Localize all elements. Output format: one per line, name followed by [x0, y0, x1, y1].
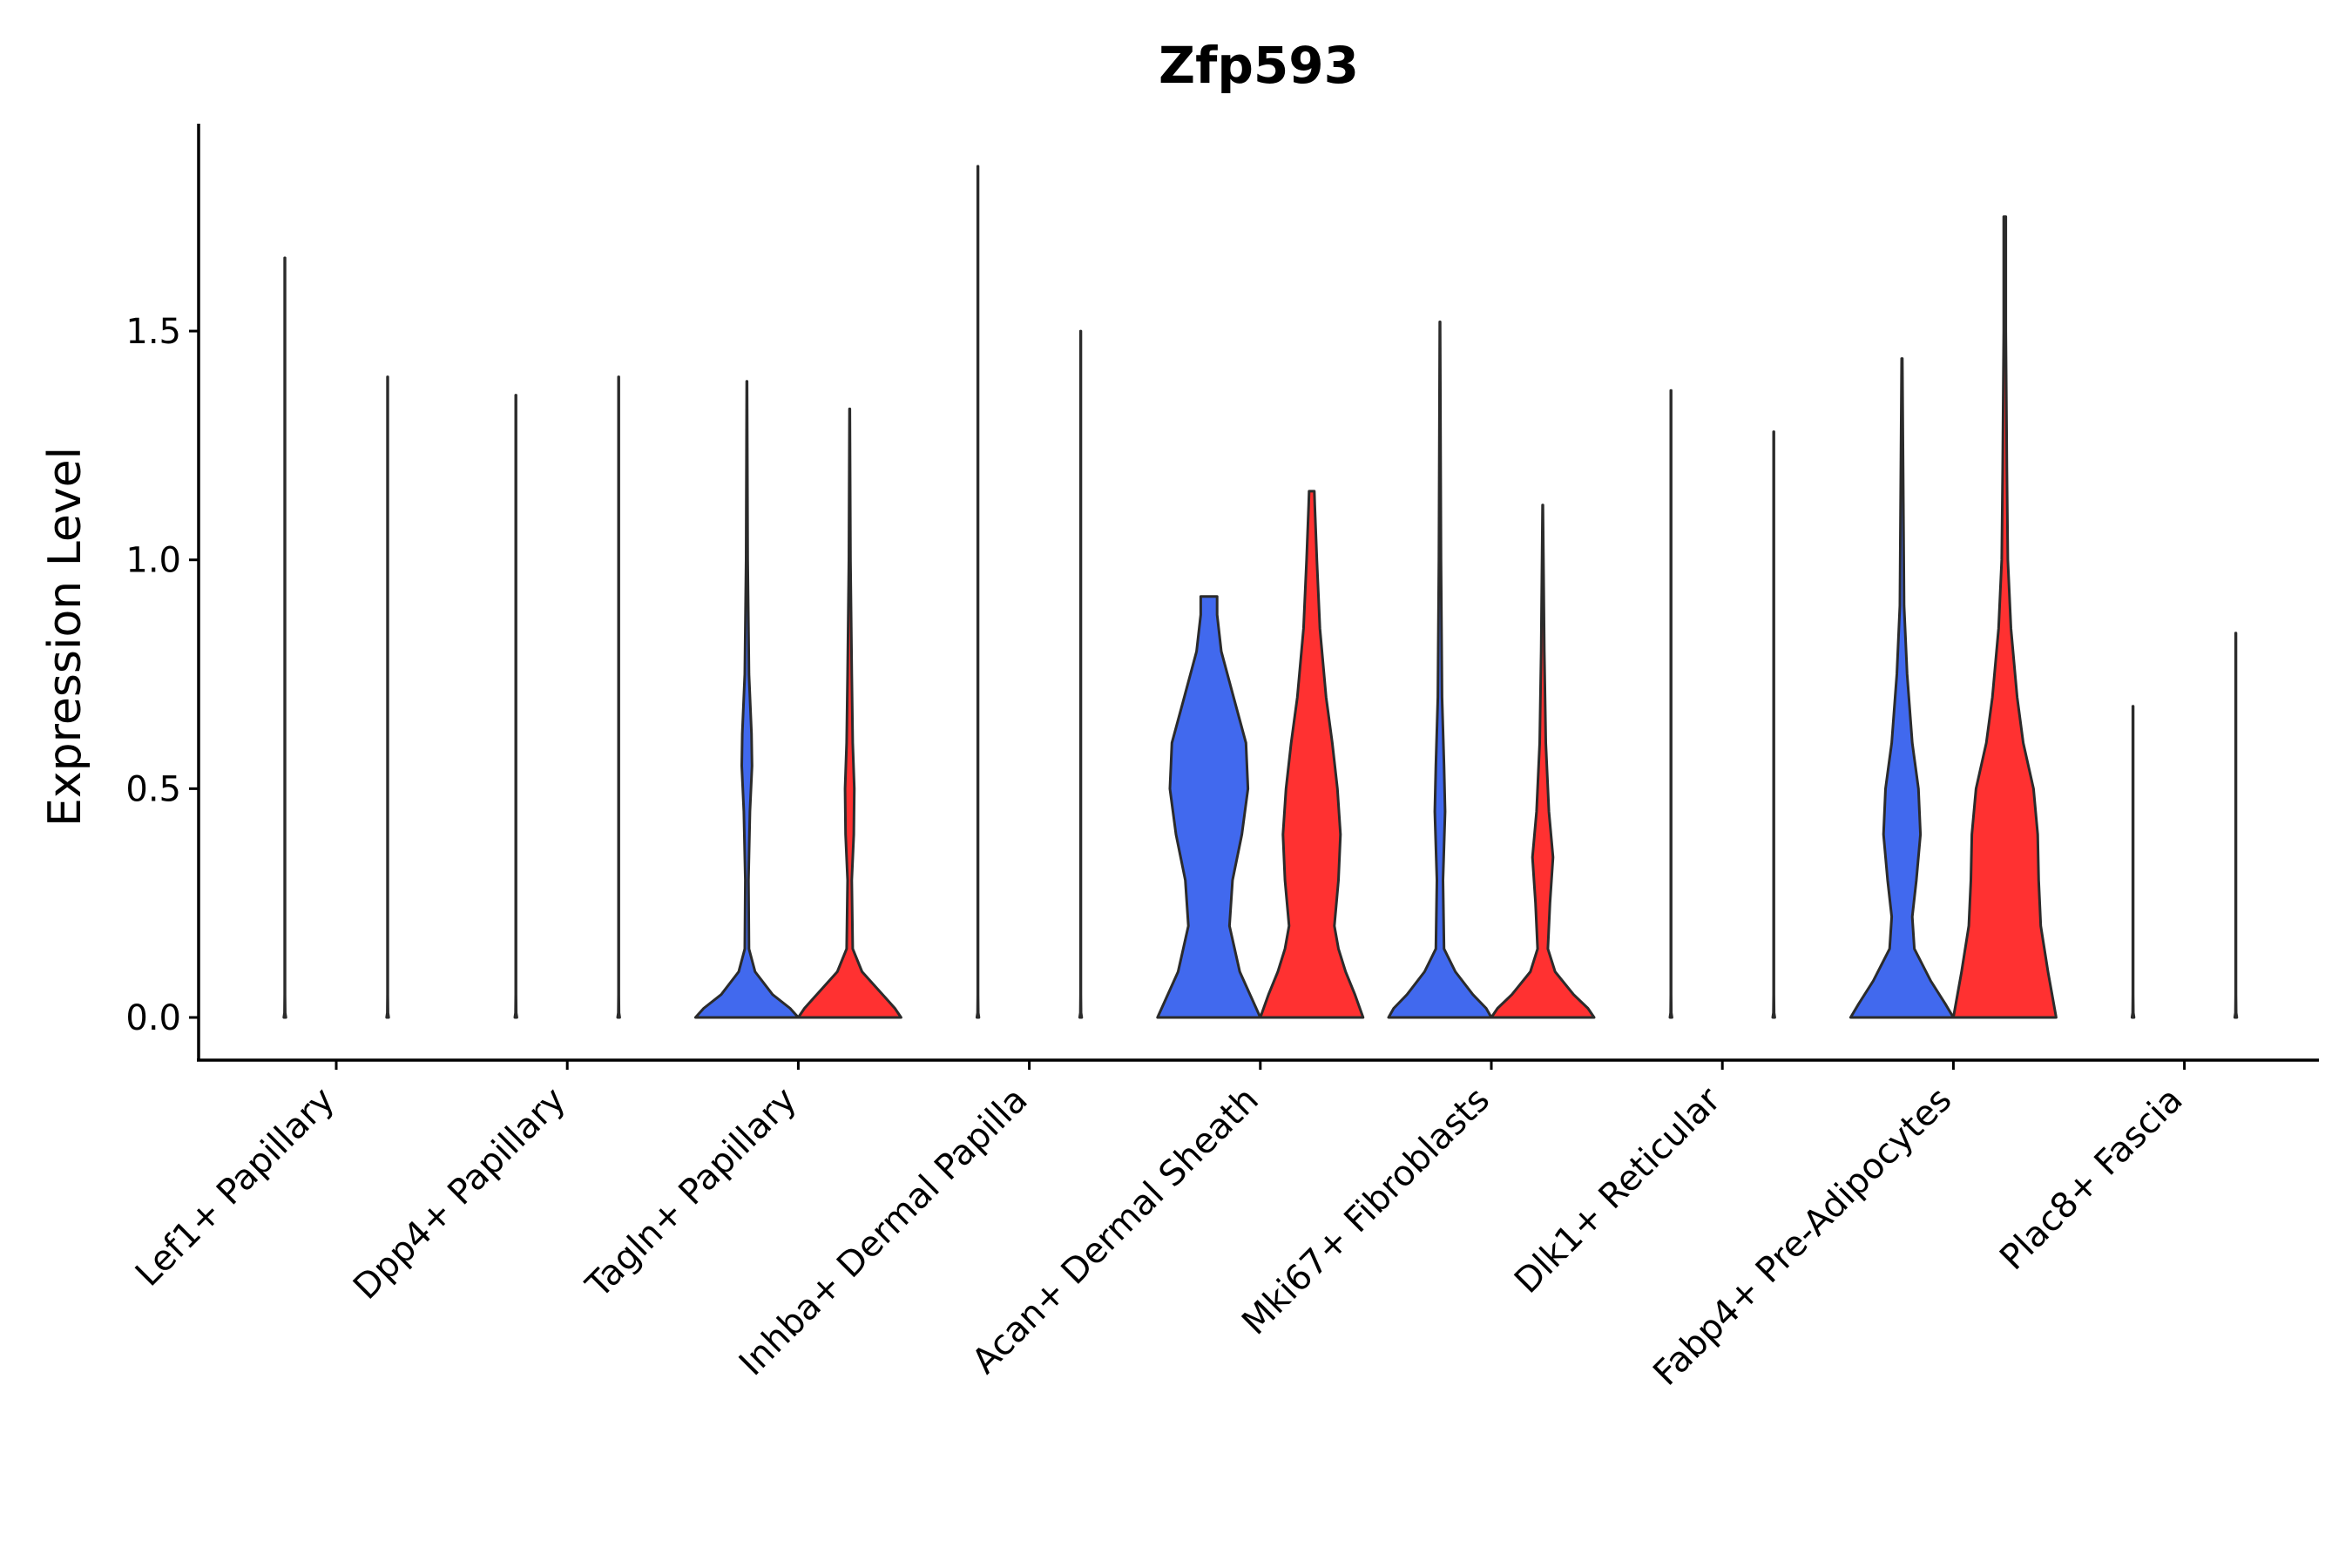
violin-group-2 — [385, 375, 390, 1019]
y-tick-label: 1.0 — [125, 541, 181, 581]
violin-group-2 — [1078, 329, 1084, 1019]
x-tick-label: Mki67+ Fibroblasts — [1234, 1080, 1497, 1343]
violin-group-1 — [1387, 321, 1493, 1019]
violin-group-1 — [1848, 357, 1955, 1019]
y-axis: 0.0 0.5 1.0 1.5 — [125, 312, 199, 1038]
violin-group-2 — [616, 375, 621, 1019]
x-tick-label: Plac8+ Fascia — [1992, 1080, 2191, 1279]
violin-group-1 — [1668, 389, 1673, 1019]
y-tick-label: 1.5 — [125, 312, 181, 352]
violin-group-2 — [2233, 632, 2239, 1019]
violin-group-1 — [975, 165, 981, 1019]
violin-group-1 — [282, 256, 287, 1019]
x-tick-label: Lef1+ Papillary — [128, 1080, 342, 1294]
chart-title: Zfp593 — [1159, 36, 1359, 95]
y-tick-label: 0.5 — [125, 769, 181, 809]
x-tick-label: Dpp4+ Papillary — [346, 1080, 573, 1308]
x-tick-label: Dlk1+ Reticular — [1507, 1079, 1729, 1301]
x-axis: Lef1+ Papillary Dpp4+ Papillary Tagln+ Pap… — [128, 1060, 2191, 1394]
x-tick-label: Tagln+ Papillary — [578, 1080, 805, 1307]
violin-group-1 — [693, 380, 800, 1019]
violin-group-2 — [796, 407, 902, 1019]
y-tick-label: 0.0 — [125, 998, 181, 1038]
violin-group-2 — [1951, 215, 2058, 1019]
plot-area — [282, 165, 2239, 1019]
violin-group-1 — [513, 394, 518, 1019]
violin-group-1 — [1156, 595, 1262, 1019]
violin-group-1 — [2130, 705, 2136, 1019]
violin-group-2 — [1490, 504, 1596, 1019]
y-axis-label: Expression Level — [39, 447, 91, 827]
violin-group-2 — [1259, 490, 1365, 1019]
violin-group-2 — [1771, 430, 1776, 1019]
